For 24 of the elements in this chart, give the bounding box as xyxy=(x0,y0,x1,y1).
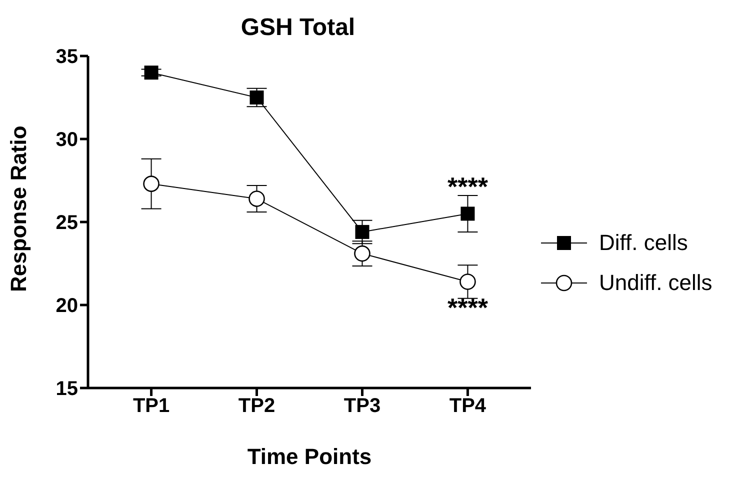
y-axis-title: Response Ratio xyxy=(6,126,31,292)
point xyxy=(460,274,476,290)
annotation: **** xyxy=(447,292,489,323)
x-tick-label: TP4 xyxy=(449,395,487,418)
y-tick-label: 25 xyxy=(56,212,78,234)
x-tick-label: TP1 xyxy=(132,395,170,418)
point xyxy=(354,245,370,262)
legend-label: Diff. cells xyxy=(599,230,688,256)
annotation: **** xyxy=(447,172,489,202)
y-tick-label: 15 xyxy=(56,378,78,400)
x-tick-label: TP2 xyxy=(238,395,276,418)
point xyxy=(248,190,265,207)
legend-label: Undiff. cells xyxy=(599,270,712,296)
point xyxy=(250,90,264,104)
point xyxy=(355,224,370,239)
x-axis-title: Time Points xyxy=(247,444,372,469)
y-tick-label: 20 xyxy=(56,295,78,318)
point xyxy=(144,66,158,80)
x-tick-label: TP3 xyxy=(344,395,381,418)
point xyxy=(460,206,475,221)
point xyxy=(143,176,160,192)
y-tick-label: 30 xyxy=(56,129,78,152)
y-tick-label: 35 xyxy=(56,46,78,68)
chart-title: GSH Total xyxy=(240,14,356,43)
